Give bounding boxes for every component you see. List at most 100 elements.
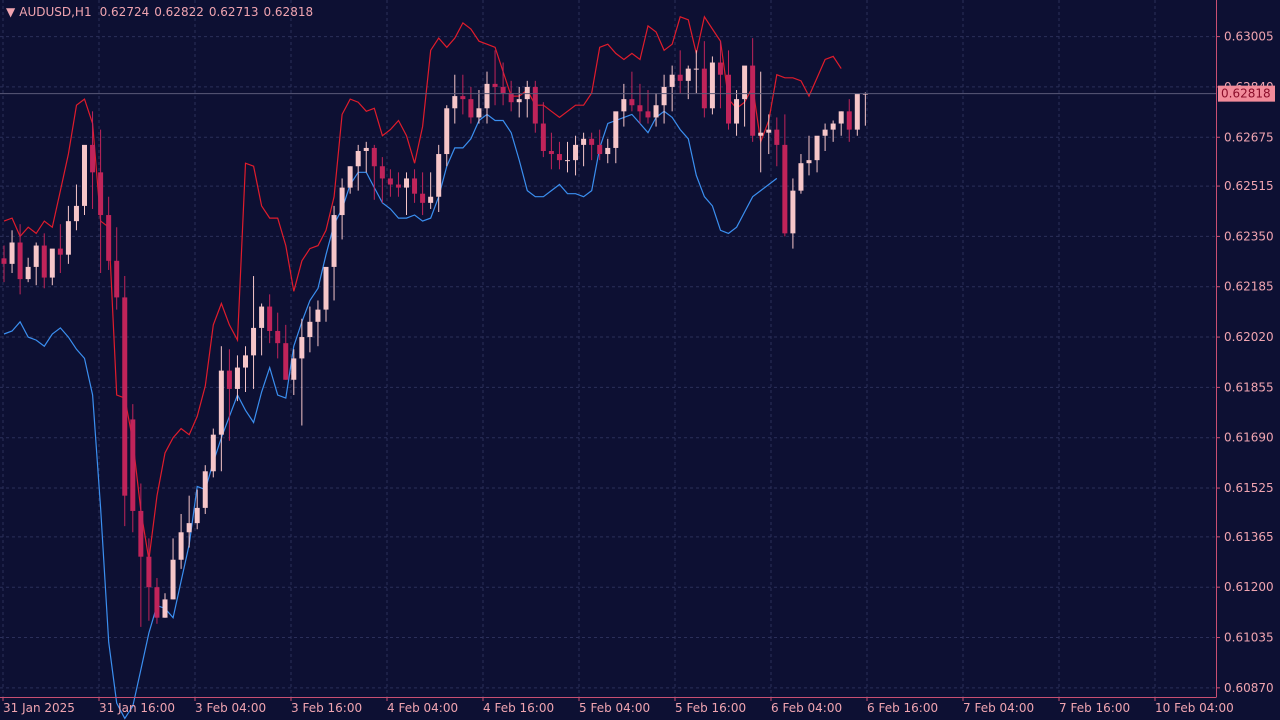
- candle: [363, 141, 369, 173]
- candle: [565, 141, 570, 173]
- candle: [323, 266, 329, 322]
- candle-body: [202, 471, 208, 508]
- candle-body: [742, 65, 748, 100]
- candle-body: [267, 306, 273, 331]
- candle: [130, 404, 136, 533]
- candle-body: [492, 83, 498, 87]
- candle: [774, 117, 780, 167]
- candle-body: [428, 196, 434, 203]
- open-value: 0.62724: [99, 5, 150, 19]
- candle-body: [275, 330, 281, 344]
- candle: [693, 50, 699, 94]
- y-tick-label: 0.61525: [1224, 481, 1274, 495]
- candle: [734, 89, 740, 136]
- candle-body: [420, 193, 426, 203]
- candle: [267, 294, 273, 344]
- y-tick-label: 0.62185: [1224, 280, 1274, 294]
- candle-body: [484, 83, 490, 109]
- candle: [291, 349, 297, 396]
- candle: [605, 138, 611, 164]
- candle: [476, 89, 482, 124]
- candle-body: [838, 111, 844, 124]
- candle-body: [283, 343, 289, 380]
- candle-body: [339, 187, 345, 216]
- candle: [597, 129, 603, 161]
- candle: [717, 41, 723, 109]
- candle-body: [178, 532, 184, 560]
- y-tick-label: 0.61855: [1224, 380, 1274, 394]
- candle-body: [243, 355, 248, 368]
- candle-body: [138, 510, 144, 557]
- candle: [347, 166, 353, 194]
- candle-body: [412, 178, 418, 194]
- candle-body: [146, 556, 152, 588]
- lower-band-line: [3, 110, 778, 720]
- candle-body: [114, 260, 120, 298]
- candle: [251, 276, 257, 389]
- candle-body: [154, 587, 160, 618]
- candle: [226, 349, 232, 441]
- candlesticks: [1, 38, 868, 627]
- candle-body: [661, 86, 667, 106]
- candle-body: [90, 144, 96, 173]
- candle-body: [355, 150, 361, 167]
- candle-body: [1, 258, 7, 264]
- candle-body: [379, 166, 385, 179]
- candle: [798, 154, 804, 194]
- candle: [540, 102, 546, 158]
- upper-band-line: [3, 15, 842, 560]
- candle-body: [709, 62, 715, 109]
- candle: [25, 257, 31, 283]
- candle: [331, 205, 337, 301]
- candle: [830, 120, 836, 142]
- last-price-tag: 0.62818: [0, 85, 1275, 102]
- last-price-tag-box: [1218, 85, 1275, 102]
- candle: [822, 123, 828, 151]
- candle-body: [371, 147, 377, 167]
- candle-body: [790, 190, 796, 234]
- y-tick-label: 0.61365: [1224, 530, 1274, 544]
- candle: [420, 172, 426, 216]
- candle-body: [613, 111, 619, 148]
- candle: [709, 56, 715, 115]
- y-tick-label: 0.61035: [1224, 631, 1274, 645]
- y-tick-label: 0.61200: [1224, 580, 1274, 594]
- candle: [766, 114, 772, 155]
- x-tick-label: 3 Feb 16:00: [291, 701, 362, 715]
- candle: [726, 50, 731, 130]
- candle: [146, 538, 152, 621]
- candle-body: [436, 154, 442, 197]
- candle: [122, 276, 128, 527]
- candle: [556, 141, 562, 170]
- candle: [846, 99, 852, 142]
- candle: [307, 306, 313, 353]
- candle-body: [734, 99, 740, 124]
- candle: [484, 71, 490, 124]
- candle: [98, 129, 104, 274]
- collapse-triangle-icon[interactable]: ▼: [6, 5, 16, 19]
- candle-body: [476, 108, 482, 118]
- low-value: 0.62713: [208, 5, 259, 19]
- candle: [701, 41, 707, 118]
- candle: [814, 135, 820, 173]
- candle-body: [597, 144, 603, 155]
- candle-body: [693, 68, 699, 70]
- candle: [33, 242, 39, 286]
- candle-body: [798, 163, 804, 191]
- time-scale[interactable]: 31 Jan 2025 31 Jan 16:00 3 Feb 04:00 3 Feb …: [2, 697, 1234, 715]
- candle-body: [468, 99, 474, 118]
- candle: [82, 144, 87, 216]
- candle-body: [846, 111, 852, 130]
- candle-body: [460, 96, 466, 100]
- candle: [581, 132, 587, 167]
- candle-body: [822, 129, 828, 136]
- candle: [283, 324, 289, 380]
- x-tick-label: 31 Jan 16:00: [99, 701, 175, 715]
- x-tick-label: 4 Feb 16:00: [483, 701, 554, 715]
- candle-body: [524, 86, 530, 100]
- candle-body: [806, 160, 812, 164]
- close-value: 0.62818: [263, 5, 314, 19]
- candle-body: [404, 178, 409, 188]
- candle-body: [766, 129, 772, 133]
